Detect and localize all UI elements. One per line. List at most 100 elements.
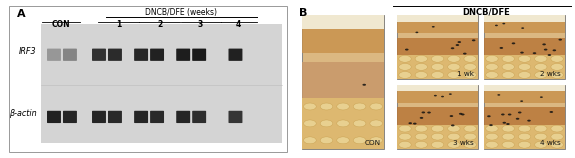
Bar (484, 85, 565, 91)
Circle shape (502, 55, 515, 62)
Circle shape (486, 125, 498, 132)
Bar (397, 38, 478, 57)
Circle shape (486, 55, 498, 62)
Text: β-actin: β-actin (9, 109, 36, 118)
Bar (397, 55, 478, 79)
Circle shape (399, 72, 411, 78)
Circle shape (550, 111, 553, 113)
Text: 3: 3 (198, 20, 203, 29)
Circle shape (459, 113, 462, 115)
Circle shape (535, 72, 547, 78)
Bar (484, 125, 565, 149)
Text: 2 wks: 2 wks (540, 71, 561, 77)
Text: 1: 1 (116, 20, 122, 29)
Circle shape (353, 137, 366, 144)
Circle shape (353, 103, 366, 110)
Circle shape (448, 125, 460, 132)
Bar (484, 15, 565, 79)
FancyBboxPatch shape (228, 49, 243, 61)
Text: CON: CON (364, 140, 380, 146)
Circle shape (501, 113, 505, 115)
Circle shape (399, 141, 411, 148)
Circle shape (320, 120, 333, 127)
Circle shape (449, 93, 452, 95)
Circle shape (472, 39, 476, 41)
Circle shape (370, 120, 382, 127)
Circle shape (535, 133, 547, 140)
Text: 4: 4 (235, 20, 241, 29)
Bar (484, 91, 565, 103)
FancyBboxPatch shape (176, 111, 190, 123)
Circle shape (464, 125, 476, 132)
Circle shape (512, 42, 515, 44)
Circle shape (551, 72, 564, 78)
Circle shape (527, 120, 531, 122)
Bar (484, 38, 565, 57)
Circle shape (464, 55, 476, 62)
Circle shape (518, 55, 531, 62)
Circle shape (353, 120, 366, 127)
Circle shape (337, 137, 350, 144)
Circle shape (431, 125, 444, 132)
Text: 4 wks: 4 wks (540, 140, 561, 146)
Circle shape (520, 100, 523, 102)
Circle shape (415, 72, 427, 78)
Circle shape (520, 52, 524, 54)
Bar (397, 125, 478, 149)
Bar (302, 62, 385, 102)
Text: CON: CON (52, 20, 70, 29)
Circle shape (502, 141, 515, 148)
Circle shape (399, 64, 411, 70)
Circle shape (415, 125, 427, 132)
Circle shape (415, 141, 427, 148)
Circle shape (370, 137, 382, 144)
Circle shape (553, 49, 556, 51)
Circle shape (421, 111, 425, 113)
Circle shape (450, 115, 453, 117)
Circle shape (495, 25, 498, 26)
FancyBboxPatch shape (192, 49, 206, 61)
Bar (397, 85, 478, 149)
Circle shape (431, 64, 444, 70)
Circle shape (441, 96, 444, 97)
Circle shape (547, 54, 551, 56)
FancyBboxPatch shape (47, 49, 61, 61)
FancyBboxPatch shape (176, 49, 190, 61)
Circle shape (362, 84, 366, 86)
Circle shape (486, 141, 498, 148)
Circle shape (516, 118, 519, 120)
FancyBboxPatch shape (228, 111, 243, 123)
Circle shape (431, 72, 444, 78)
Circle shape (463, 53, 466, 55)
Circle shape (551, 64, 564, 70)
Text: IRF3: IRF3 (18, 47, 36, 56)
Circle shape (427, 112, 431, 114)
Circle shape (464, 141, 476, 148)
Circle shape (518, 72, 531, 78)
Circle shape (502, 72, 515, 78)
Circle shape (551, 125, 564, 132)
Circle shape (506, 123, 509, 125)
FancyBboxPatch shape (192, 111, 206, 123)
Circle shape (486, 72, 498, 78)
Circle shape (370, 103, 382, 110)
Circle shape (535, 125, 547, 132)
Text: A: A (17, 9, 26, 19)
Circle shape (486, 133, 498, 140)
Circle shape (535, 141, 547, 148)
Circle shape (502, 125, 515, 132)
Circle shape (399, 55, 411, 62)
Circle shape (464, 72, 476, 78)
Circle shape (405, 49, 409, 51)
Circle shape (502, 64, 515, 70)
FancyBboxPatch shape (92, 49, 106, 61)
Text: 2: 2 (157, 20, 162, 29)
Circle shape (542, 43, 546, 45)
Circle shape (304, 137, 316, 144)
Bar (484, 55, 565, 79)
Circle shape (518, 125, 531, 132)
Text: DNCB/DFE: DNCB/DFE (463, 8, 511, 17)
Bar (302, 15, 385, 29)
Circle shape (486, 64, 498, 70)
Circle shape (500, 47, 503, 49)
